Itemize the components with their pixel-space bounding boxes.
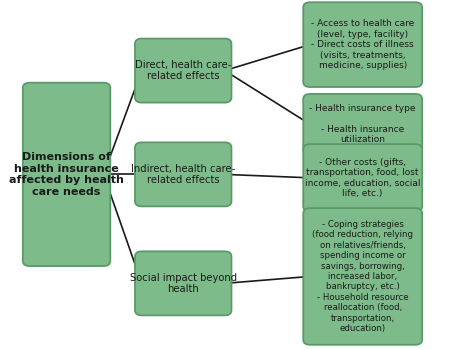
FancyBboxPatch shape <box>303 2 422 87</box>
FancyBboxPatch shape <box>135 251 231 315</box>
Text: - Coping strategies
(food reduction, relying
on relatives/friends,
spending inco: - Coping strategies (food reduction, rel… <box>312 220 413 333</box>
FancyBboxPatch shape <box>135 142 231 206</box>
FancyBboxPatch shape <box>303 94 422 154</box>
Text: Indirect, health care-
related effects: Indirect, health care- related effects <box>131 163 235 185</box>
FancyBboxPatch shape <box>23 83 110 266</box>
Text: Dimensions of
health insurance
affected by health
care needs: Dimensions of health insurance affected … <box>9 152 124 197</box>
FancyBboxPatch shape <box>303 208 422 345</box>
FancyBboxPatch shape <box>303 144 422 211</box>
FancyBboxPatch shape <box>135 38 231 103</box>
Text: - Other costs (gifts,
transportation, food, lost
income, education, social
life,: - Other costs (gifts, transportation, fo… <box>305 158 420 198</box>
Text: Direct, health care-
related effects: Direct, health care- related effects <box>135 60 231 82</box>
Text: - Health insurance type

- Health insurance
utilization: - Health insurance type - Health insuran… <box>310 104 416 144</box>
Text: - Access to health care
(level, type, facility)
- Direct costs of illness
(visit: - Access to health care (level, type, fa… <box>311 19 414 70</box>
Text: Social impact beyond
health: Social impact beyond health <box>130 273 237 294</box>
